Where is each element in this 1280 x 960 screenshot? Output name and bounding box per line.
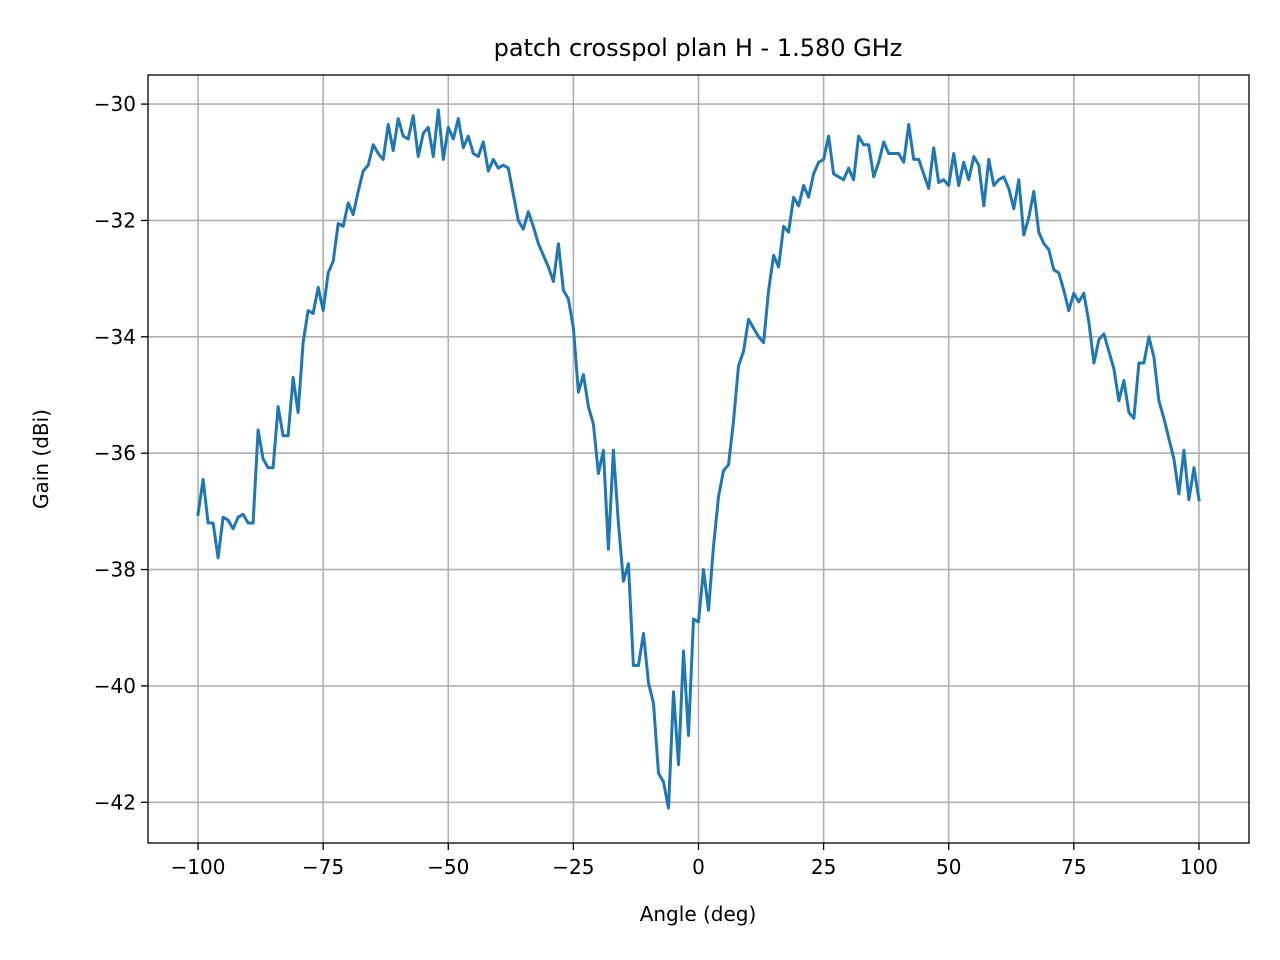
y-tick-label: −32 — [94, 208, 136, 232]
x-axis: −100 −75 −50 −25 0 25 50 75 100 — [171, 843, 1218, 879]
x-tick-label: −100 — [171, 855, 226, 879]
x-tick-label: 50 — [936, 855, 961, 879]
y-tick-label: −40 — [94, 674, 136, 698]
y-tick-label: −34 — [94, 325, 136, 349]
x-tick-label: 100 — [1180, 855, 1218, 879]
y-tick-label: −38 — [94, 558, 136, 582]
x-tick-label: −50 — [427, 855, 469, 879]
y-tick-label: −30 — [94, 92, 136, 116]
chart-title: patch crosspol plan H - 1.580 GHz — [494, 34, 903, 62]
x-tick-label: 25 — [811, 855, 836, 879]
grid — [148, 75, 1249, 843]
series-line — [196, 108, 1201, 810]
y-tick-label: −36 — [94, 441, 136, 465]
y-axis-label: Gain (dBi) — [29, 409, 53, 509]
x-tick-label: 75 — [1061, 855, 1086, 879]
x-tick-label: −75 — [302, 855, 344, 879]
y-axis: −30 −32 −34 −36 −38 −40 −42 — [94, 92, 148, 814]
y-tick-label: −42 — [94, 790, 136, 814]
x-tick-label: −25 — [552, 855, 594, 879]
x-tick-label: 0 — [692, 855, 705, 879]
x-axis-label: Angle (deg) — [640, 902, 757, 926]
series-group — [196, 108, 1201, 810]
